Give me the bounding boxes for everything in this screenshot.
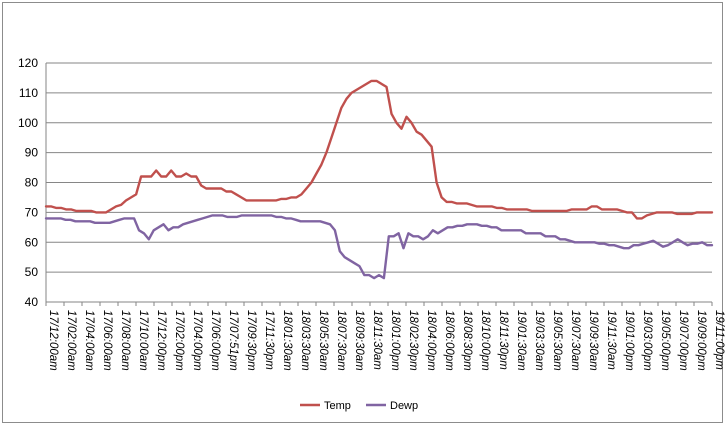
x-tick-label: 18/01:00pm (389, 310, 401, 371)
x-tick-label: 18/03:30am (299, 310, 311, 371)
x-tick-label: 17/06:00pm (209, 310, 221, 371)
x-tick-label: 18/05:30am (317, 310, 329, 371)
legend: Temp Dewp (300, 400, 418, 412)
x-tick-label: 17/10:00am (137, 310, 149, 371)
x-tick-label: 19/11:00pm (713, 310, 725, 370)
x-tick-label: 18/10:00pm (479, 310, 491, 371)
x-tick-label: 18/06:00pm (443, 310, 455, 371)
x-tick-label: 19/09:00pm (695, 310, 707, 371)
x-tick-label: 17/12:00pm (155, 310, 167, 371)
x-tick-label: 18/01:30am (281, 310, 293, 371)
legend-label-temp: Temp (324, 400, 351, 412)
x-tick-label: 19/05:00pm (659, 310, 671, 371)
x-tick-label: 18/11:30am (371, 310, 383, 370)
x-tick-label: 19/03:00pm (641, 310, 653, 371)
series-lines (44, 79, 714, 280)
y-axis-ticks: 40 50 60 70 80 90 100 110 120 (18, 56, 38, 309)
y-tick-label: 100 (18, 116, 38, 130)
x-tick-label: 17/08:00am (119, 310, 131, 371)
x-tick-label: 17/11:30pm (263, 310, 275, 370)
y-tick-label: 120 (18, 56, 38, 70)
series-line-dewp (44, 214, 714, 280)
x-tick-label: 17/09:30pm (245, 310, 257, 371)
x-tick-label: 19/01:00pm (623, 310, 635, 371)
y-tick-label: 60 (25, 235, 39, 249)
y-tick-label: 90 (25, 146, 39, 160)
x-tick-label: 18/04:00pm (425, 310, 437, 371)
x-tick-label: 18/08:30pm (461, 310, 473, 371)
x-tick-label: 19/07:00pm (677, 310, 689, 371)
y-tick-label: 70 (25, 205, 39, 219)
x-tick-label: 17/06:00am (101, 310, 113, 371)
x-tick-label: 19/07:30am (569, 310, 581, 371)
x-tick-label: 17/12:00am (47, 310, 59, 371)
x-tick-label: 18/02:30pm (407, 310, 419, 371)
x-tick-label: 19/03:30am (533, 310, 545, 371)
x-tick-label: 17/04:00pm (191, 310, 203, 371)
x-tick-label: 17/04:00am (83, 310, 95, 371)
y-tick-label: 50 (25, 265, 39, 279)
x-tick-label: 18/09:30am (353, 310, 365, 371)
x-tick-label: 17/02:00am (65, 310, 77, 371)
x-tick-label: 18/11:30pm (497, 310, 509, 370)
x-tick-label: 18/07:30am (335, 310, 347, 371)
x-tick-label: 17/07:51pm (227, 310, 239, 371)
gridlines (45, 62, 712, 303)
x-tick-label: 17/02:00pm (173, 310, 185, 371)
x-tick-label: 19/09:30am (587, 310, 599, 371)
legend-label-dewp: Dewp (390, 400, 418, 412)
x-axis-ticks: 17/12:00am 17/02:00am 17/04:00am 17/06:00am… (45, 302, 725, 371)
y-tick-label: 80 (25, 176, 39, 190)
y-tick-label: 40 (25, 295, 39, 309)
y-tick-label: 110 (19, 86, 38, 100)
series-line-temp (44, 79, 714, 220)
x-tick-label: 19/05:30am (551, 310, 563, 371)
x-tick-label: 19/01:30am (515, 310, 527, 371)
x-tick-label: 19/11:30am (605, 310, 617, 370)
